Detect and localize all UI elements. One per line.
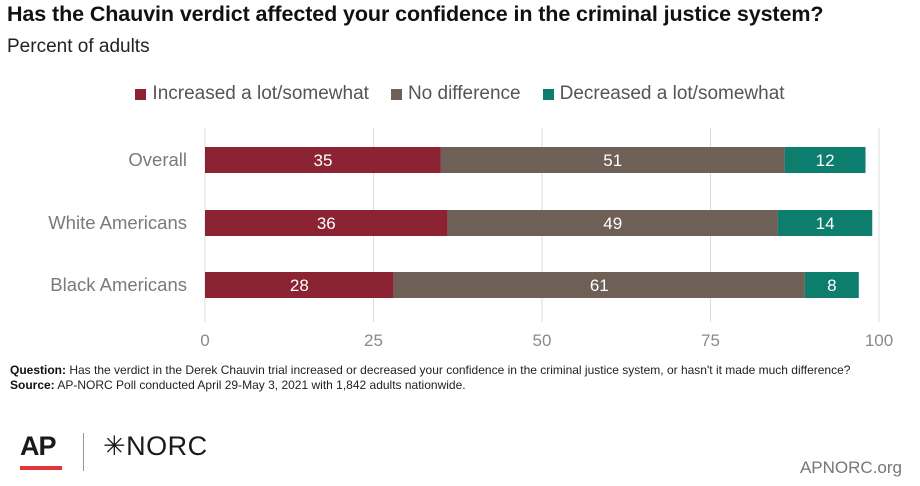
question-text: Has the verdict in the Derek Chauvin tri… xyxy=(69,363,851,377)
ap-logo-underline xyxy=(20,466,62,470)
legend-item-increased: Increased a lot/somewhat xyxy=(135,83,369,105)
legend-label-decreased: Decreased a lot/somewhat xyxy=(559,83,785,104)
legend-swatch-decreased xyxy=(542,88,554,100)
source-note: Source: AP-NORC Poll conducted April 29-… xyxy=(10,378,910,393)
data-label-white-americans-series-0: 36 xyxy=(317,214,336,233)
x-tick-label-50: 50 xyxy=(533,331,552,350)
data-label-overall-series-0: 35 xyxy=(313,151,332,170)
x-tick-label-0: 0 xyxy=(200,331,209,350)
question-note: Question: Has the verdict in the Derek C… xyxy=(10,363,910,378)
bar-overall-series-0 xyxy=(205,147,441,173)
bar-white-americans-series-0 xyxy=(205,210,448,236)
bar-white-americans-series-2 xyxy=(777,210,873,236)
source-text: AP-NORC Poll conducted April 29-May 3, 2… xyxy=(57,378,466,392)
data-label-overall-series-1: 51 xyxy=(603,151,622,170)
x-tick-label-75: 75 xyxy=(701,331,720,350)
logo-divider xyxy=(83,433,84,471)
legend-label-no-difference: No difference xyxy=(407,83,521,104)
data-label-white-americans-series-1: 49 xyxy=(603,214,622,233)
data-label-black-americans-series-2: 8 xyxy=(827,276,836,295)
legend-item-no-difference: No difference xyxy=(390,83,521,105)
x-tick-label-100: 100 xyxy=(865,331,893,350)
category-label-overall: Overall xyxy=(128,149,187,170)
legend-swatch-no-difference xyxy=(390,88,402,100)
legend-item-decreased: Decreased a lot/somewhat xyxy=(542,83,785,105)
bar-overall-series-1 xyxy=(440,147,785,173)
data-label-white-americans-series-2: 14 xyxy=(816,214,835,233)
source-label: Source: xyxy=(10,378,55,392)
legend-label-increased: Increased a lot/somewhat xyxy=(152,83,369,104)
bar-black-americans-series-0 xyxy=(205,272,394,298)
stacked-bar-chart: 0 25 50 75 100 Overall 35 51 12 White Americans 36… xyxy=(48,128,893,350)
chart-title: Has the Chauvin verdict affected your co… xyxy=(7,2,824,26)
bar-overall-series-2 xyxy=(784,147,866,173)
bar-black-americans-series-1 xyxy=(393,272,805,298)
data-label-black-americans-series-0: 28 xyxy=(290,276,309,295)
norc-logo: ✳NORC xyxy=(103,431,208,461)
question-label: Question: xyxy=(10,363,66,377)
legend-swatch-increased xyxy=(135,88,147,100)
ap-logo: AP xyxy=(20,431,57,461)
x-tick-label-25: 25 xyxy=(364,331,383,350)
bar-white-americans-series-1 xyxy=(447,210,778,236)
bar-black-americans-series-2 xyxy=(804,272,859,298)
site-url: APNORC.org xyxy=(799,458,902,477)
category-label-black-americans: Black Americans xyxy=(50,274,187,295)
chart-notes: Question: Has the verdict in the Derek C… xyxy=(10,363,910,393)
chart-subtitle: Percent of adults xyxy=(7,36,150,57)
data-label-black-americans-series-1: 61 xyxy=(590,276,609,295)
legend: Increased a lot/somewhat No difference D… xyxy=(0,83,920,105)
data-label-overall-series-2: 12 xyxy=(816,151,835,170)
category-label-white-americans: White Americans xyxy=(48,212,187,233)
